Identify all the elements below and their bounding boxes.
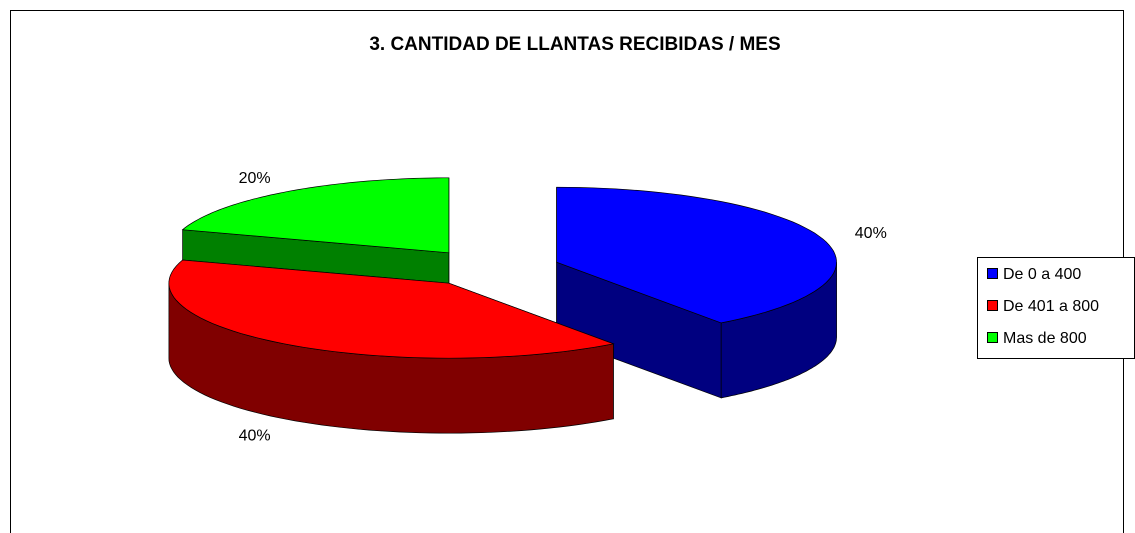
legend-swatch xyxy=(987,268,998,279)
legend-label: Mas de 800 xyxy=(1003,330,1087,347)
slice xyxy=(181,177,450,254)
slice xyxy=(556,186,837,324)
legend-swatch xyxy=(987,300,998,311)
legend-swatch xyxy=(987,332,998,343)
data-label: 40% xyxy=(239,427,271,444)
chart-title: 3. CANTIDAD DE LLANTAS RECIBIDAS / MES xyxy=(369,34,780,55)
slice xyxy=(168,259,615,359)
legend-box xyxy=(977,257,1135,359)
data-label: 20% xyxy=(239,170,271,187)
legend-label: De 401 a 800 xyxy=(1003,298,1099,315)
data-label: 40% xyxy=(855,225,887,242)
legend-label: De 0 a 400 xyxy=(1003,266,1081,283)
